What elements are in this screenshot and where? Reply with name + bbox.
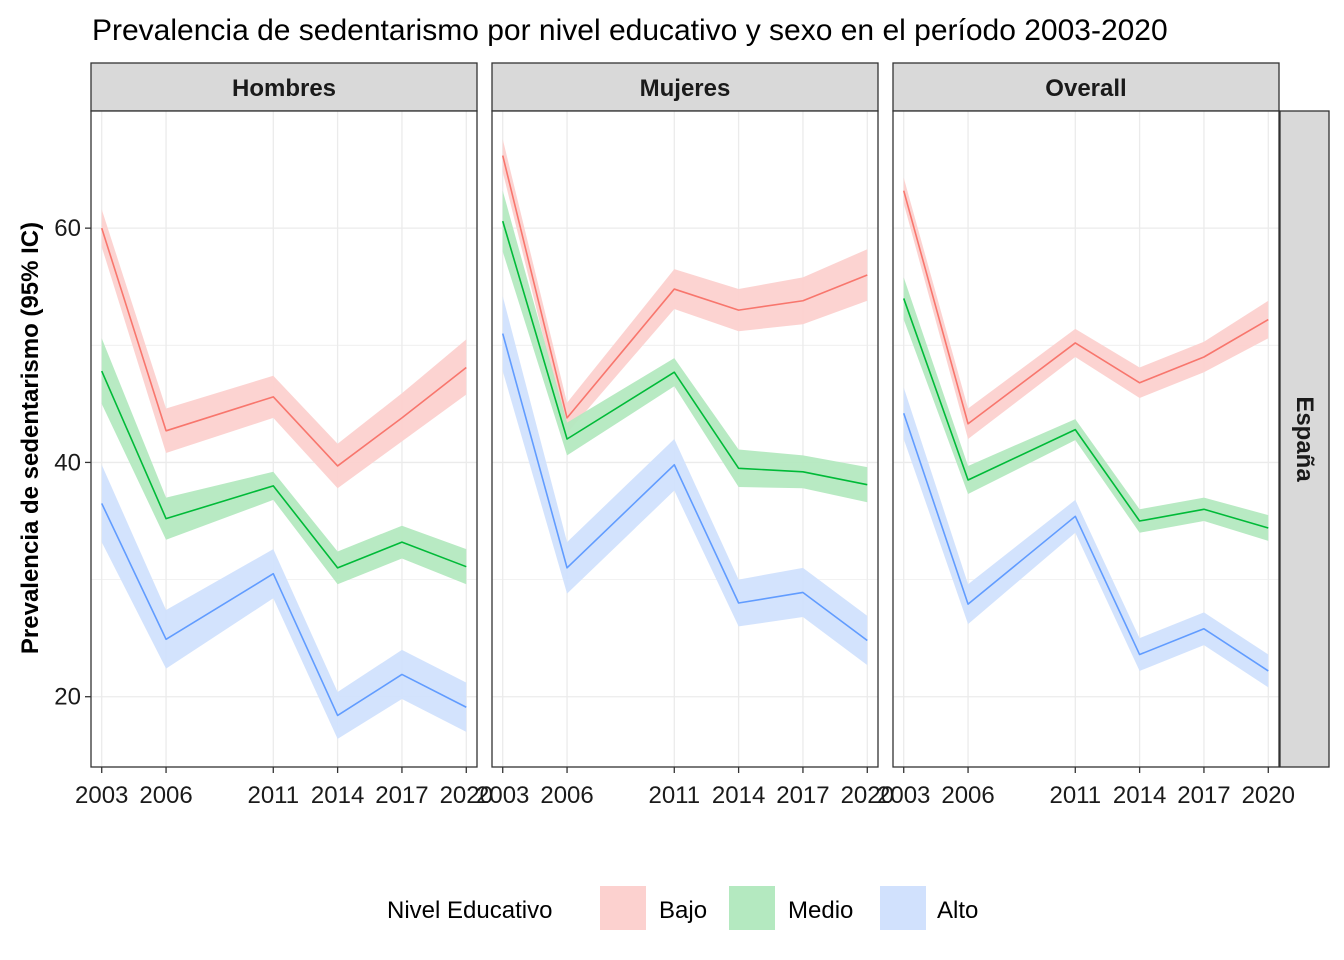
x-tick-label-overall-2011: 2011 <box>1049 782 1101 809</box>
ribbon-overall-alto <box>903 387 1269 688</box>
strip-background-hombres <box>90 62 478 112</box>
x-tick-label-overall-2020: 2020 <box>1242 782 1295 809</box>
legend-label-bajo: Bajo <box>659 897 707 924</box>
series-line-hombres-bajo <box>100 227 467 467</box>
x-tick-label-hombres-2011: 2011 <box>247 782 299 809</box>
row-strip: España <box>1279 110 1330 768</box>
x-tick-label-mujeres-2017: 2017 <box>776 782 829 809</box>
panel-border-mujeres <box>491 110 879 768</box>
x-tick-label-mujeres-2014: 2014 <box>712 782 765 809</box>
x-tick-label-overall-2017: 2017 <box>1177 782 1230 809</box>
x-tick-label-overall-2003: 2003 <box>877 782 930 809</box>
x-tick-label-mujeres-2003: 2003 <box>476 782 529 809</box>
series-line-hombres-alto <box>100 503 467 717</box>
legend-key-medio <box>729 886 775 930</box>
ribbon-mujeres-medio <box>502 190 868 503</box>
strip-background-mujeres <box>491 62 879 112</box>
ribbon-hombres-medio <box>101 338 467 585</box>
legend-key-alto <box>880 886 926 930</box>
x-tick-label-mujeres-2020: 2020 <box>841 782 894 809</box>
x-tick-label-hombres-2014: 2014 <box>311 782 364 809</box>
x-tick-label-overall-2014: 2014 <box>1113 782 1166 809</box>
panel-overall: Overall 2003 2006 2011 2014 2017 2020 <box>877 62 1295 809</box>
x-tick-label-hombres-2006: 2006 <box>139 782 192 809</box>
y-tick-label-40: 40 <box>54 449 81 476</box>
panel-border-hombres <box>90 110 478 768</box>
legend-title: Nivel Educativo <box>387 897 552 924</box>
series-line-overall-bajo <box>902 190 1269 425</box>
series-line-mujeres-medio <box>501 220 868 486</box>
legend-label-medio: Medio <box>788 897 853 924</box>
series-line-overall-medio <box>902 298 1269 529</box>
ribbon-mujeres-bajo <box>502 139 868 434</box>
ribbon-overall-bajo <box>903 177 1269 439</box>
series-line-hombres-medio <box>100 370 467 569</box>
x-tick-label-overall-2006: 2006 <box>941 782 994 809</box>
x-tick-label-hombres-2003: 2003 <box>75 782 128 809</box>
series-line-mujeres-alto <box>501 333 868 642</box>
panel-mujeres: Mujeres 2003 2006 2011 2014 2017 2020 <box>476 62 894 809</box>
x-tick-label-hombres-2020: 2020 <box>440 782 493 809</box>
strip-label-overall: Overall <box>1045 75 1126 102</box>
row-strip-label: España <box>1291 396 1318 482</box>
panel-background-mujeres <box>492 111 878 767</box>
y-tick-label-60: 60 <box>54 215 81 242</box>
strip-label-hombres: Hombres <box>232 75 336 102</box>
series-line-mujeres-bajo <box>501 155 868 419</box>
x-tick-label-hombres-2017: 2017 <box>375 782 428 809</box>
ribbon-overall-medio <box>903 277 1269 541</box>
y-axis-label: Prevalencia de sedentarismo (95% IC) <box>17 222 44 654</box>
panel-border-overall <box>892 110 1280 768</box>
legend-label-alto: Alto <box>937 897 978 924</box>
ribbon-hombres-bajo <box>101 209 467 489</box>
x-tick-label-mujeres-2011: 2011 <box>648 782 700 809</box>
y-tick-label-20: 20 <box>54 684 81 711</box>
row-strip-background <box>1279 110 1330 768</box>
ribbon-mujeres-alto <box>502 296 868 666</box>
strip-label-mujeres: Mujeres <box>640 75 731 102</box>
legend-key-bajo <box>600 886 646 930</box>
ribbon-hombres-alto <box>101 464 467 739</box>
x-tick-label-mujeres-2006: 2006 <box>540 782 593 809</box>
legend-items: Bajo Medio Alto <box>600 886 978 930</box>
chart-title: Prevalencia de sedentarismo por nivel ed… <box>92 14 1168 47</box>
legend: Nivel Educativo Bajo Medio Alto <box>387 886 978 930</box>
series-line-overall-alto <box>902 412 1269 672</box>
